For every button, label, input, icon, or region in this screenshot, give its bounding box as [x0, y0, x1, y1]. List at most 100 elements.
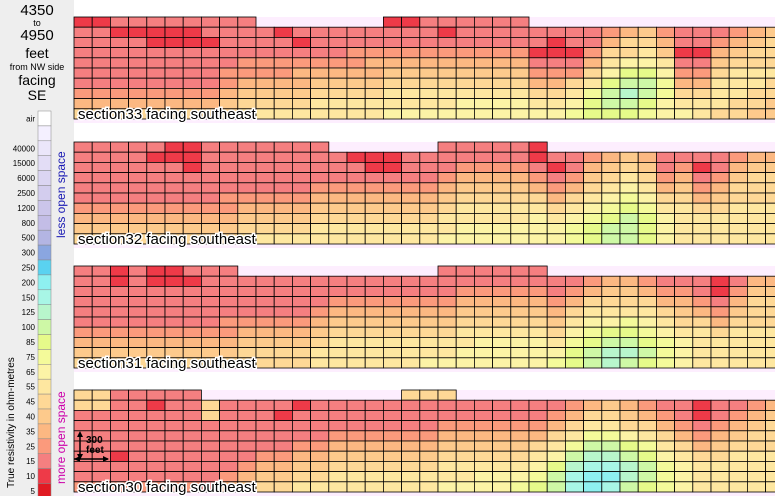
resistivity-cell	[364, 192, 384, 204]
resistivity-cell	[401, 108, 421, 120]
resistivity-cell	[455, 420, 475, 432]
resistivity-cell	[637, 57, 657, 69]
resistivity-cell	[146, 182, 166, 194]
resistivity-cell	[492, 275, 512, 287]
resistivity-cell	[619, 285, 639, 297]
resistivity-cell	[437, 223, 457, 235]
resistivity-cell	[565, 450, 585, 462]
resistivity-cell	[382, 161, 402, 173]
resistivity-cell	[565, 47, 585, 59]
resistivity-cell	[619, 450, 639, 462]
resistivity-cell	[382, 182, 402, 194]
resistivity-cell	[656, 430, 676, 442]
resistivity-cell	[674, 409, 694, 421]
resistivity-cell	[437, 306, 457, 318]
resistivity-cell	[601, 450, 621, 462]
resistivity-cell	[492, 192, 512, 204]
resistivity-cell	[346, 37, 366, 49]
resistivity-cell	[747, 440, 767, 452]
resistivity-cell	[692, 67, 712, 79]
resistivity-cell	[492, 481, 512, 493]
resistivity-cell	[328, 202, 348, 214]
resistivity-cell	[128, 16, 148, 28]
resistivity-cell	[728, 151, 748, 163]
resistivity-cell	[656, 357, 676, 369]
resistivity-cell	[692, 481, 712, 493]
resistivity-cell	[110, 265, 130, 277]
resistivity-cell	[382, 151, 402, 163]
resistivity-cell	[182, 26, 202, 38]
resistivity-cell	[128, 460, 148, 472]
resistivity-cell	[273, 223, 293, 235]
legend-label: 500	[22, 234, 36, 243]
resistivity-cell	[346, 47, 366, 59]
resistivity-cell	[674, 37, 694, 49]
less-open-space-label: less open space	[54, 151, 68, 238]
resistivity-cell	[419, 37, 439, 49]
resistivity-cell	[364, 233, 384, 245]
resistivity-cell	[419, 389, 439, 401]
resistivity-cell	[419, 172, 439, 184]
resistivity-cell	[747, 192, 767, 204]
resistivity-cell	[747, 430, 767, 442]
resistivity-cell	[310, 67, 330, 79]
resistivity-cell	[656, 108, 676, 120]
resistivity-cell	[437, 67, 457, 79]
resistivity-cell	[637, 306, 657, 318]
resistivity-cell	[237, 460, 257, 472]
resistivity-cell	[747, 420, 767, 432]
resistivity-cell	[146, 26, 166, 38]
resistivity-cell	[546, 430, 566, 442]
resistivity-cell	[692, 347, 712, 359]
resistivity-cell	[656, 399, 676, 411]
resistivity-cell	[419, 223, 439, 235]
resistivity-cell	[765, 233, 775, 245]
resistivity-cell	[546, 172, 566, 184]
resistivity-cell	[328, 88, 348, 100]
resistivity-cell	[237, 440, 257, 452]
resistivity-cell	[110, 161, 130, 173]
resistivity-cell	[455, 182, 475, 194]
resistivity-cell	[146, 399, 166, 411]
resistivity-cell	[291, 47, 311, 59]
resistivity-cell	[583, 440, 603, 452]
resistivity-cell	[401, 471, 421, 483]
legend-label: 15000	[13, 159, 36, 168]
resistivity-cell	[765, 347, 775, 359]
resistivity-cell	[710, 481, 730, 493]
resistivity-cell	[565, 172, 585, 184]
resistivity-cell	[546, 409, 566, 421]
resistivity-cell	[473, 16, 493, 28]
resistivity-cell	[364, 430, 384, 442]
resistivity-cell	[656, 172, 676, 184]
resistivity-cell	[674, 98, 694, 110]
resistivity-cell	[401, 285, 421, 297]
resistivity-cell	[546, 88, 566, 100]
resistivity-cell	[710, 67, 730, 79]
resistivity-cell	[273, 430, 293, 442]
resistivity-cell	[565, 108, 585, 120]
resistivity-cell	[346, 460, 366, 472]
resistivity-cell	[728, 347, 748, 359]
resistivity-cell	[656, 77, 676, 89]
resistivity-cell	[310, 420, 330, 432]
resistivity-cell	[565, 326, 585, 338]
resistivity-cell	[364, 399, 384, 411]
resistivity-cell	[510, 108, 530, 120]
resistivity-cell	[692, 450, 712, 462]
resistivity-cell	[455, 141, 475, 153]
resistivity-cell	[401, 223, 421, 235]
resistivity-cell	[546, 450, 566, 462]
resistivity-cell	[73, 67, 93, 79]
resistivity-cell	[328, 108, 348, 120]
resistivity-cell	[492, 212, 512, 224]
resistivity-cell	[728, 471, 748, 483]
resistivity-cell	[237, 399, 257, 411]
resistivity-cell	[528, 347, 548, 359]
resistivity-cell	[237, 285, 257, 297]
resistivity-cell	[492, 67, 512, 79]
resistivity-cell	[255, 440, 275, 452]
resistivity-cell	[346, 88, 366, 100]
resistivity-cell	[91, 26, 111, 38]
resistivity-cell	[619, 481, 639, 493]
